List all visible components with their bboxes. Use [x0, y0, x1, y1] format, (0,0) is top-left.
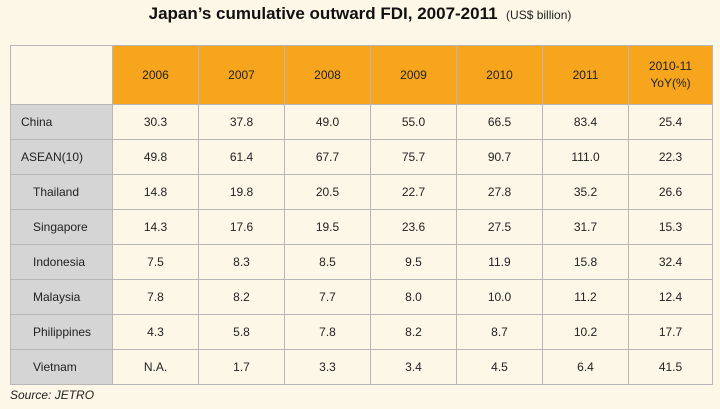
value-cell: 7.7: [284, 279, 371, 315]
value-cell: 41.5: [628, 349, 713, 385]
row-label: ASEAN(10): [10, 139, 113, 175]
value-cell: 7.5: [112, 244, 199, 280]
value-cell: 15.3: [628, 209, 713, 245]
value-cell: 55.0: [370, 104, 457, 140]
row-label: Indonesia: [10, 244, 113, 280]
value-cell: 11.9: [456, 244, 543, 280]
value-cell: 90.7: [456, 139, 543, 175]
value-cell: 27.5: [456, 209, 543, 245]
row-label: Vietnam: [10, 349, 113, 385]
value-cell: 4.3: [112, 314, 199, 350]
value-cell: 22.3: [628, 139, 713, 175]
table-row: Vietnam N.A. 1.7 3.3 3.4 4.5 6.4 41.5: [10, 349, 713, 385]
value-cell: 11.2: [542, 279, 629, 315]
value-cell: 12.4: [628, 279, 713, 315]
column-header: 2009: [370, 45, 457, 105]
column-header: 2007: [198, 45, 285, 105]
value-cell: 3.3: [284, 349, 371, 385]
table-row: Philippines 4.3 5.8 7.8 8.2 8.7 10.2 17.7: [10, 314, 713, 350]
value-cell: 17.7: [628, 314, 713, 350]
row-label: Philippines: [10, 314, 113, 350]
value-cell: 111.0: [542, 139, 629, 175]
column-header: 2008: [284, 45, 371, 105]
table-body: China 30.3 37.8 49.0 55.0 66.5 83.4 25.4 ASEAN(1…: [10, 104, 713, 385]
value-cell: 37.8: [198, 104, 285, 140]
title-block: Japan’s cumulative outward FDI, 2007-201…: [0, 4, 720, 34]
value-cell: 35.2: [542, 174, 629, 210]
row-label: Malaysia: [10, 279, 113, 315]
value-cell: 14.8: [112, 174, 199, 210]
value-cell: 61.4: [198, 139, 285, 175]
value-cell: 83.4: [542, 104, 629, 140]
value-cell: 8.5: [284, 244, 371, 280]
value-cell: 19.8: [198, 174, 285, 210]
value-cell: 20.5: [284, 174, 371, 210]
corner-cell: [10, 45, 113, 105]
column-header: 2010-11 YoY(%): [628, 45, 713, 105]
fdi-table: 2006 2007 2008 2009 2010 2011 2010-11 YoY(%) Ch…: [10, 45, 713, 385]
value-cell: 7.8: [112, 279, 199, 315]
value-cell: 32.4: [628, 244, 713, 280]
table-row: Indonesia 7.5 8.3 8.5 9.5 11.9 15.8 32.4: [10, 244, 713, 280]
value-cell: 14.3: [112, 209, 199, 245]
table-row: ASEAN(10) 49.8 61.4 67.7 75.7 90.7 111.0 22.3: [10, 139, 713, 175]
value-cell: 8.2: [370, 314, 457, 350]
value-cell: 8.2: [198, 279, 285, 315]
value-cell: 66.5: [456, 104, 543, 140]
column-header: 2011: [542, 45, 629, 105]
value-cell: 10.2: [542, 314, 629, 350]
row-label: China: [10, 104, 113, 140]
value-cell: 9.5: [370, 244, 457, 280]
value-cell: 5.8: [198, 314, 285, 350]
row-label: Singapore: [10, 209, 113, 245]
value-cell: 31.7: [542, 209, 629, 245]
value-cell: 26.6: [628, 174, 713, 210]
value-cell: 7.8: [284, 314, 371, 350]
value-cell: 23.6: [370, 209, 457, 245]
value-cell: 8.0: [370, 279, 457, 315]
chart-subtitle: (US$ billion): [506, 8, 572, 22]
value-cell: 15.8: [542, 244, 629, 280]
value-cell: 22.7: [370, 174, 457, 210]
value-cell: 10.0: [456, 279, 543, 315]
source-note: Source: JETRO: [10, 388, 95, 402]
value-cell: 3.4: [370, 349, 457, 385]
value-cell: 49.0: [284, 104, 371, 140]
value-cell: 30.3: [112, 104, 199, 140]
value-cell: 49.8: [112, 139, 199, 175]
header-row: 2006 2007 2008 2009 2010 2011 2010-11 YoY(%): [10, 45, 713, 105]
value-cell: 25.4: [628, 104, 713, 140]
value-cell: 4.5: [456, 349, 543, 385]
value-cell: N.A.: [112, 349, 199, 385]
column-header: 2010: [456, 45, 543, 105]
value-cell: 17.6: [198, 209, 285, 245]
table-row: Thailand 14.8 19.8 20.5 22.7 27.8 35.2 26.6: [10, 174, 713, 210]
value-cell: 1.7: [198, 349, 285, 385]
table-row: Malaysia 7.8 8.2 7.7 8.0 10.0 11.2 12.4: [10, 279, 713, 315]
value-cell: 8.7: [456, 314, 543, 350]
row-label: Thailand: [10, 174, 113, 210]
value-cell: 8.3: [198, 244, 285, 280]
table-row: China 30.3 37.8 49.0 55.0 66.5 83.4 25.4: [10, 104, 713, 140]
chart-title: Japan’s cumulative outward FDI, 2007-201…: [148, 4, 498, 23]
value-cell: 27.8: [456, 174, 543, 210]
value-cell: 75.7: [370, 139, 457, 175]
value-cell: 19.5: [284, 209, 371, 245]
table-row: Singapore 14.3 17.6 19.5 23.6 27.5 31.7 15.3: [10, 209, 713, 245]
value-cell: 6.4: [542, 349, 629, 385]
column-header: 2006: [112, 45, 199, 105]
value-cell: 67.7: [284, 139, 371, 175]
